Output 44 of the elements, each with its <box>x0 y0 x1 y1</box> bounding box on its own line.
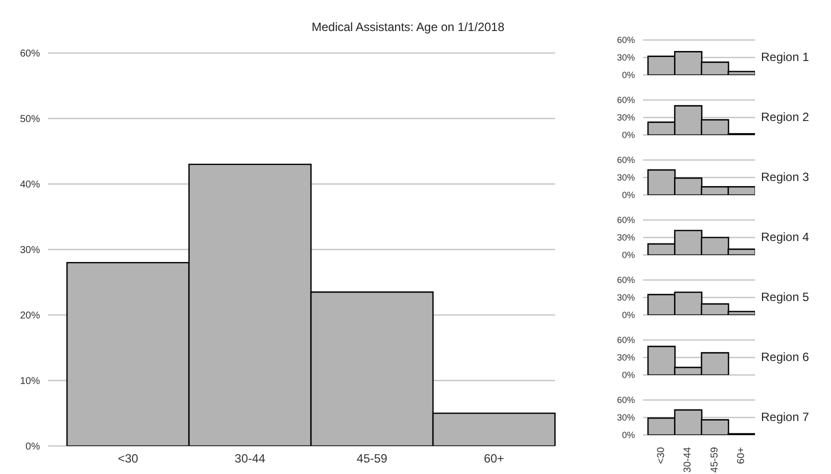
text: Region 3 <box>761 170 810 184</box>
y-tick-label: 60% <box>616 395 635 406</box>
y-tick-label: 30% <box>616 232 635 243</box>
y-tick-label: 0% <box>622 370 635 380</box>
chart-title: Medical Assistants: Age on 1/1/2018 <box>310 20 506 34</box>
y-tick-label: 30% <box>616 112 635 123</box>
y-tick-label: 30% <box>616 412 635 423</box>
y-tick-label: 20% <box>20 310 40 322</box>
x-tick-label: 30-44 <box>682 446 694 473</box>
y-tick-label: 60% <box>616 35 635 46</box>
y-tick-label: 60% <box>616 215 635 226</box>
y-tick-label: 30% <box>616 172 635 183</box>
y-tick-label: 0% <box>622 250 635 260</box>
text: Region 2 <box>761 110 810 124</box>
y-tick-label: 60% <box>20 48 40 60</box>
y-tick-label: 10% <box>20 376 40 388</box>
text: Region 7 <box>761 410 810 424</box>
y-tick-label: 0% <box>622 70 635 80</box>
y-tick-label: 0% <box>622 130 635 140</box>
x-tick-label: 45-59 <box>356 452 388 466</box>
x-tick-label: 45-59 <box>709 446 720 473</box>
y-tick-label: 60% <box>616 95 635 106</box>
y-tick-label: 60% <box>616 335 635 346</box>
y-tick-label: 0% <box>26 442 40 453</box>
y-tick-label: 60% <box>616 155 635 166</box>
y-tick-label: 0% <box>622 190 635 200</box>
text: Region 5 <box>761 290 810 304</box>
y-tick-label: 30% <box>616 52 635 63</box>
x-tick-label: 30-44 <box>234 452 266 466</box>
text: Region 6 <box>761 350 810 364</box>
text: Region 1 <box>761 50 810 64</box>
x-tick-label: 60+ <box>484 452 504 466</box>
x-tick-label: 60+ <box>736 446 748 464</box>
y-tick-label: 0% <box>622 430 635 440</box>
y-tick-label: 40% <box>20 180 40 191</box>
y-tick-label: 60% <box>616 275 635 286</box>
y-tick-label: 50% <box>20 114 40 126</box>
y-tick-label: 30% <box>20 245 40 256</box>
x-tick-label: <30 <box>118 452 138 466</box>
y-tick-label: 30% <box>616 352 635 363</box>
text: Region 4 <box>761 230 810 244</box>
y-tick-label: 0% <box>622 310 635 320</box>
y-tick-label: 30% <box>616 292 635 303</box>
x-tick-label: <30 <box>656 446 667 464</box>
